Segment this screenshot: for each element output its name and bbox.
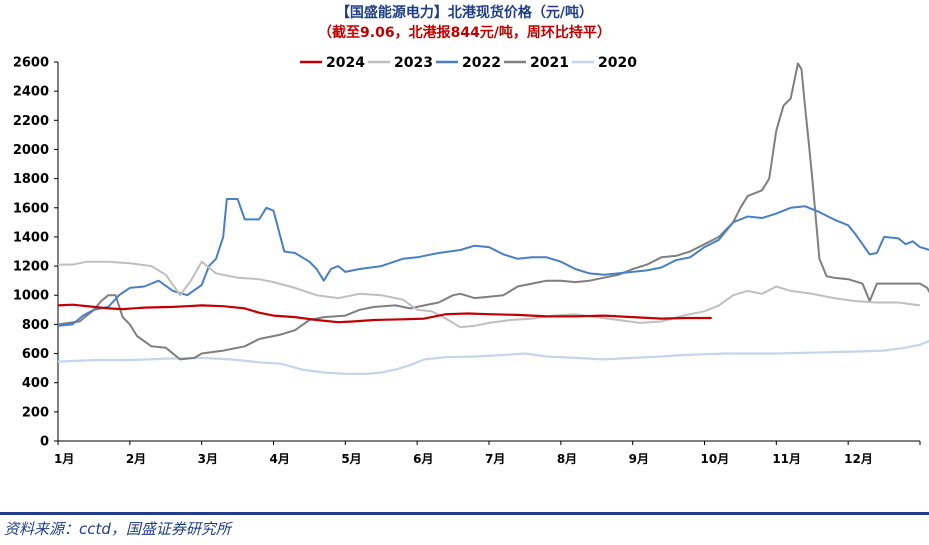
y-tick-label: 2000 [13,143,49,158]
source-note: 资料来源：cctd，国盛证券研究所 [4,520,231,538]
y-tick-label: 800 [22,318,49,333]
chart-subtitle: （截至9.06，北港报844元/吨，周环比持平） [318,25,611,41]
legend-label-2021: 2021 [530,55,569,71]
x-tick-label: 8月 [557,452,577,466]
x-tick-label: 4月 [270,452,290,466]
series-line-2021 [57,62,929,361]
y-tick-label: 1200 [13,260,49,275]
y-tick-label: 600 [22,347,49,362]
x-tick-label: 7月 [485,452,505,466]
line-chart: 0 200 400 600 800 1000 1200 1400 1600 1800 2000 220… [13,55,929,466]
y-tick-label: 1000 [13,289,49,304]
y-tick-label: 1400 [13,230,49,245]
x-tick-label: 12月 [844,452,873,466]
x-tick-label: 9月 [629,452,649,466]
y-tick-label: 400 [22,376,49,391]
y-tick-label: 2200 [13,114,49,129]
y-tick-label: 0 [40,435,49,450]
x-tick-label: 11月 [772,452,801,466]
y-tick-label: 2400 [13,85,49,100]
x-tick-label: 10月 [701,452,730,466]
y-tick-label: 200 [22,405,49,420]
x-tick-label: 1月 [54,452,74,466]
x-tick-label: 3月 [198,452,218,466]
y-tick-label: 1800 [13,172,49,187]
legend-label-2024: 2024 [326,55,365,71]
x-tick-label: 2月 [126,452,146,466]
chart-title: 【国盛能源电力】北港现货价格（元/吨） [335,5,594,21]
x-tick-label: 6月 [413,452,433,466]
x-tick-label: 5月 [341,452,361,466]
legend-label-2023: 2023 [394,55,433,71]
y-tick-label: 1600 [13,201,49,216]
legend-label-2020: 2020 [598,55,637,71]
footer-divider [0,512,929,515]
series-line-2023 [58,260,921,329]
legend-label-2022: 2022 [462,55,501,71]
series-line-2020 [57,339,929,375]
y-tick-label: 2600 [13,56,49,71]
series-line-2024 [57,303,712,324]
series-line-2022 [57,198,929,327]
